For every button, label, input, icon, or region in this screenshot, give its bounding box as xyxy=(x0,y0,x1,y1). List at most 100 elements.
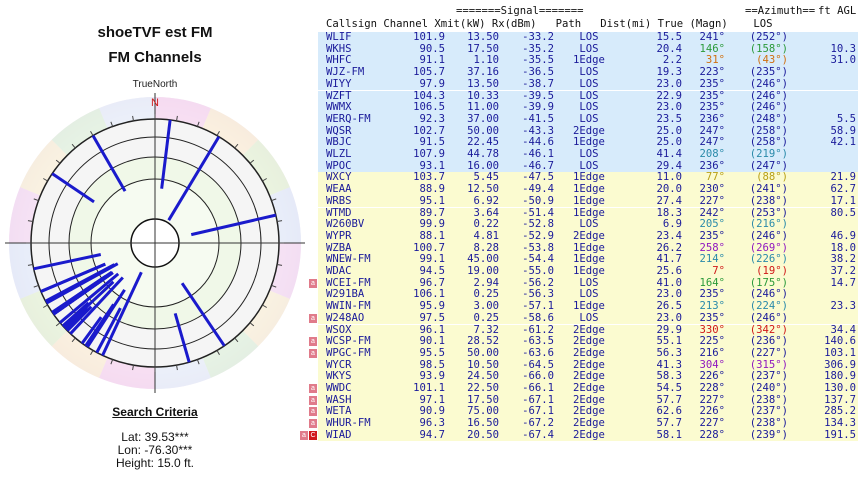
table-row[interactable]: WQSR 102.7 50.00 -43.3 2Edge 25.0 247° (258°) 58… xyxy=(318,124,858,138)
table-row[interactable]: WLIF 101.9 13.50 -33.2 LOS 15.5 241° (252°) xyxy=(318,31,858,44)
cell-callsign: WBJC xyxy=(326,136,352,149)
cell-rx: -50.9 xyxy=(522,194,554,207)
table-row[interactable]: WPGC-FM 95.5 50.00 -63.6 2Edge 56.3 216° (227°)… xyxy=(309,346,858,360)
table-row[interactable]: WZBA 100.7 8.28 -53.8 1Edge 26.2 258° (269°) 18.… xyxy=(318,241,858,255)
cell-callsign: WPOC xyxy=(326,159,352,172)
cell-true: 213° xyxy=(699,300,725,313)
table-row[interactable]: W291BA 106.1 0.25 -56.3 LOS 23.0 235° (246°) xyxy=(318,288,858,302)
cell-path: LOS xyxy=(579,31,599,43)
cell-callsign: WERQ-FM xyxy=(326,112,371,125)
cell-xmit: 0.25 xyxy=(473,288,499,301)
tick-mark xyxy=(249,322,255,327)
cell-dist: 20.4 xyxy=(656,42,682,55)
table-row[interactable]: WIAD 94.7 20.50 -67.4 2Edge 58.1 228° (239°) 191… xyxy=(300,428,858,442)
table-row[interactable]: WERQ-FM 92.3 37.00 -41.5 LOS 23.5 236° (248°) 5.… xyxy=(318,112,858,126)
cell-callsign: WDAC xyxy=(326,265,352,277)
table-row[interactable]: WKHS 90.5 17.50 -35.2 LOS 20.4 146° (158°) 10.3 xyxy=(318,42,858,56)
table-row[interactable]: WHFC 91.1 1.10 -35.5 1Edge 2.2 31° (43°) 31.0 xyxy=(318,54,858,68)
table-row[interactable]: WNEW-FM 99.1 45.00 -54.4 1Edge 41.7 214° (226°)… xyxy=(318,254,858,266)
cell-true: 226° xyxy=(699,370,725,383)
cell-true: 247° xyxy=(699,124,725,137)
table-row[interactable]: WCSP-FM 90.1 28.52 -63.5 2Edge 55.1 225° (236°)… xyxy=(309,335,858,348)
cell-dist: 41.4 xyxy=(656,148,682,160)
cell-rx: -67.2 xyxy=(522,417,554,430)
tick-mark xyxy=(234,143,239,149)
cell-dist: 56.3 xyxy=(656,346,682,359)
table-row[interactable]: WSOX 96.1 7.32 -61.2 2Edge 29.9 330° (342°) 34.4 xyxy=(318,324,858,337)
table-row[interactable]: WKYS 93.9 24.50 -66.0 2Edge 58.3 226° (237°) 180… xyxy=(318,371,858,383)
cell-rx: -39.9 xyxy=(522,101,554,114)
tick-marks xyxy=(26,114,284,372)
cell-los xyxy=(802,313,856,325)
table-row[interactable]: WPOC 93.1 16.00 -46.7 LOS 29.4 236° (247°) xyxy=(318,159,858,173)
cell-true: 77° xyxy=(705,171,725,184)
table-row[interactable]: WZFT 104.3 10.33 -39.5 LOS 22.9 235° (246°) xyxy=(318,89,858,103)
report-subtitle: FM Channels xyxy=(108,49,202,66)
cell-channel: 94.5 xyxy=(419,265,445,277)
table-row[interactable]: WHUR-FM 96.3 16.50 -67.2 2Edge 57.7 227° (238°)… xyxy=(309,417,858,430)
table-row[interactable]: WWIN-FM 95.9 3.00 -57.1 1Edge 26.5 213° (224°) 2… xyxy=(318,300,858,313)
cell-dist: 27.4 xyxy=(656,194,682,207)
table-row[interactable]: WCEI-FM 96.7 2.94 -56.2 LOS 41.0 164° (175°) 14.… xyxy=(309,276,858,290)
cell-dist: 15.5 xyxy=(656,31,682,43)
header-ftagl: ft AGL xyxy=(818,5,857,17)
table-row[interactable]: WXCY 103.7 5.45 -47.5 1Edge 11.0 77° (88°) 21.9 xyxy=(318,171,858,185)
cell-magn: (246°) xyxy=(749,288,788,301)
table-row[interactable]: W260BV 99.9 0.22 -52.8 LOS 6.9 205° (216°) xyxy=(318,218,858,231)
table-row[interactable]: WYCR 98.5 10.50 -64.5 2Edge 41.3 304° (315°) 306… xyxy=(318,359,858,372)
table-row[interactable]: WTMD 89.7 3.64 -51.4 1Edge 18.3 242° (253°) 80.5 xyxy=(318,206,858,220)
station-spoke xyxy=(59,272,120,324)
table-row[interactable]: WDAC 94.5 19.00 -55.0 1Edge 25.6 7° (19°) 37.2 xyxy=(318,265,858,278)
cell-callsign: WPGC-FM xyxy=(326,346,371,359)
cell-magn: (253°) xyxy=(749,206,788,219)
cell-true: 228° xyxy=(699,428,725,441)
cell-true: 208° xyxy=(699,148,725,160)
table-row[interactable]: WWMX 106.5 11.00 -39.9 LOS 23.0 235° (246°) xyxy=(318,101,858,114)
cell-channel: 97.5 xyxy=(419,311,445,324)
cell-rx: -58.6 xyxy=(522,311,554,324)
cell-true: 164° xyxy=(699,276,725,289)
table-row[interactable]: WRBS 95.1 6.92 -50.9 1Edge 27.4 227° (238°) 17.1 xyxy=(318,194,858,208)
cell-los: 62.7 xyxy=(830,183,856,196)
cell-channel: 97.1 xyxy=(419,393,445,406)
station-spoke xyxy=(44,263,116,303)
cell-rx: -63.5 xyxy=(522,335,554,348)
cell-xmit: 17.50 xyxy=(467,42,499,55)
cell-magn: (219°) xyxy=(749,148,788,160)
cell-xmit: 37.00 xyxy=(467,112,499,125)
table-row[interactable]: WBJC 91.5 22.45 -44.6 1Edge 25.0 247° (258°) 42.… xyxy=(318,137,858,149)
cell-true: 235° xyxy=(699,288,725,301)
table-row[interactable]: WLZL 107.9 44.78 -46.1 LOS 41.4 208° (219°) xyxy=(318,148,858,161)
station-spoke xyxy=(40,262,106,293)
tick-mark xyxy=(216,350,220,355)
table-row[interactable]: WETA 90.9 75.00 -67.1 2Edge 62.6 226° (237°) 285… xyxy=(309,406,858,419)
cell-xmit: 0.22 xyxy=(473,218,499,231)
cell-channel: 95.5 xyxy=(419,346,445,359)
table-row[interactable]: WWDC 101.1 22.50 -66.1 2Edge 54.5 228° (240°) 13… xyxy=(309,382,858,395)
cell-callsign: WQSR xyxy=(326,124,352,137)
flag-a-icon: a xyxy=(309,384,317,393)
station-spoke xyxy=(86,288,126,348)
table-row[interactable]: WASH 97.1 17.50 -67.1 2Edge 57.7 227° (238°) 137… xyxy=(309,393,858,407)
cell-true: 242° xyxy=(699,206,725,219)
cell-callsign: WZBA xyxy=(326,241,352,254)
station-spoke xyxy=(101,271,143,357)
cell-los: 31.0 xyxy=(830,54,856,67)
cell-channel: 101.1 xyxy=(413,382,445,394)
table-row[interactable]: WIYY 97.9 13.50 -38.7 LOS 23.0 235° (246°) xyxy=(318,78,858,91)
cell-rx: -66.1 xyxy=(522,382,554,394)
sector-ring xyxy=(9,97,301,389)
cell-rx: -56.3 xyxy=(522,288,554,301)
table-row[interactable]: WYPR 88.1 4.81 -52.9 2Edge 23.4 235° (246°) 46.9 xyxy=(318,230,858,243)
cell-dist: 23.0 xyxy=(656,101,682,114)
cell-dist: 19.3 xyxy=(656,66,682,79)
station-spoke xyxy=(160,119,172,189)
table-row[interactable]: W248AO 97.5 0.25 -58.6 LOS 23.0 235° (246°) a xyxy=(309,311,858,325)
table-row[interactable]: WEAA 88.9 12.50 -49.4 1Edge 20.0 230° (241°) 62.… xyxy=(318,183,858,196)
flag-a-icon: a xyxy=(309,407,317,417)
cell-channel: 105.7 xyxy=(413,66,445,79)
cell-rx: -51.4 xyxy=(522,206,554,219)
cell-dist: 58.1 xyxy=(656,428,682,441)
cell-path: LOS xyxy=(579,89,599,102)
table-row[interactable]: WJZ-FM 105.7 37.16 -36.5 LOS 19.3 223° (235°) xyxy=(318,66,858,79)
